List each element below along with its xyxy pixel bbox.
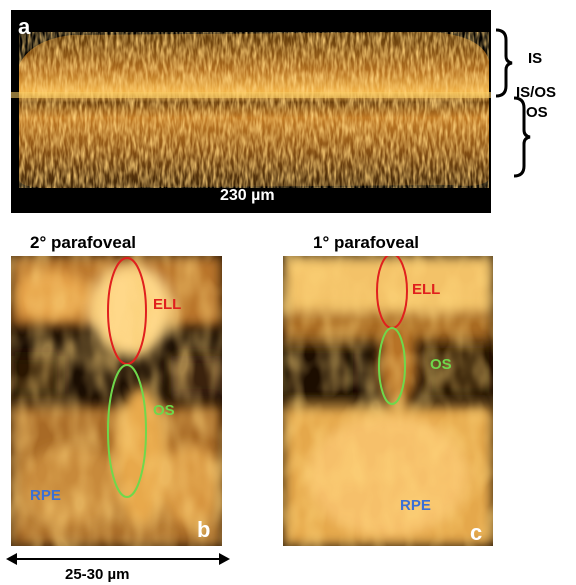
panel-a-image <box>11 10 491 213</box>
layer-label-os: OS <box>526 104 548 121</box>
rpe-label-c: RPE <box>400 497 431 514</box>
panel-b-title: 2° parafoveal <box>30 233 137 252</box>
panel-c-image <box>283 256 493 546</box>
rpe-label-b: RPE <box>30 487 61 504</box>
brace-is <box>495 28 513 98</box>
layer-label-isos: IS/OS <box>516 84 557 101</box>
brace-os <box>513 96 531 178</box>
panel-c-label: c <box>470 520 483 545</box>
panel-c-title: 1° parafoveal <box>313 233 420 252</box>
panel-a-label: a <box>18 14 31 39</box>
scale-label-b: 25-30 µm <box>65 566 130 583</box>
panel-b-image <box>11 256 222 546</box>
panel-b-label: b <box>197 517 211 542</box>
scale-arrow-b <box>6 553 230 565</box>
ell-label-c: ELL <box>412 281 441 298</box>
ell-label-b: ELL <box>153 296 182 313</box>
layer-label-is: IS <box>528 50 543 67</box>
os-label-c: OS <box>430 356 452 373</box>
scale-bar-label-a: 230 µm <box>220 187 275 204</box>
os-label-b: OS <box>153 402 175 419</box>
